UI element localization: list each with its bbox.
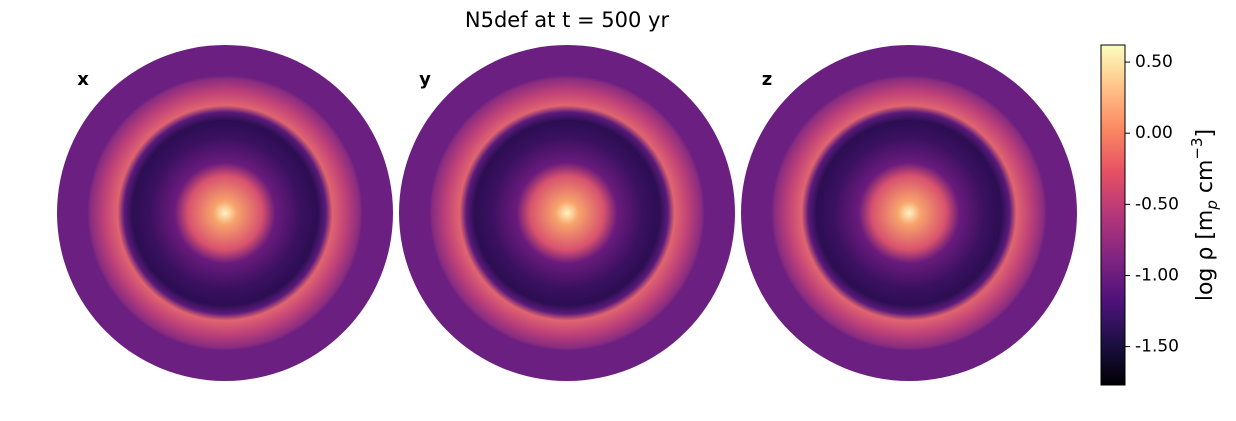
colorbar-tick-label: -1.50 bbox=[1135, 337, 1179, 357]
colorbar-label: log ρ [mp cm−3] bbox=[1188, 129, 1221, 301]
colorbar-tick-label: 0.50 bbox=[1135, 52, 1173, 72]
chart-title: N5def at t = 500 yr bbox=[465, 8, 670, 32]
panel-label: x bbox=[77, 69, 89, 90]
label-part: cm bbox=[1193, 160, 1218, 201]
density-slice bbox=[741, 45, 1077, 381]
density-slice bbox=[57, 45, 393, 381]
colorbar-tick-label: 0.00 bbox=[1135, 123, 1173, 143]
label-part: ] bbox=[1193, 129, 1218, 138]
label-part: p bbox=[1203, 200, 1221, 211]
colorbar-tick-label: -1.00 bbox=[1135, 265, 1179, 285]
colorbar bbox=[1100, 44, 1126, 386]
colorbar-tick-label: -0.50 bbox=[1135, 194, 1179, 214]
panel-label: y bbox=[419, 69, 431, 90]
label-part: −3 bbox=[1188, 137, 1206, 159]
density-slice bbox=[399, 45, 735, 381]
label-part: log ρ [m bbox=[1193, 210, 1218, 302]
panel-label: z bbox=[762, 69, 772, 90]
